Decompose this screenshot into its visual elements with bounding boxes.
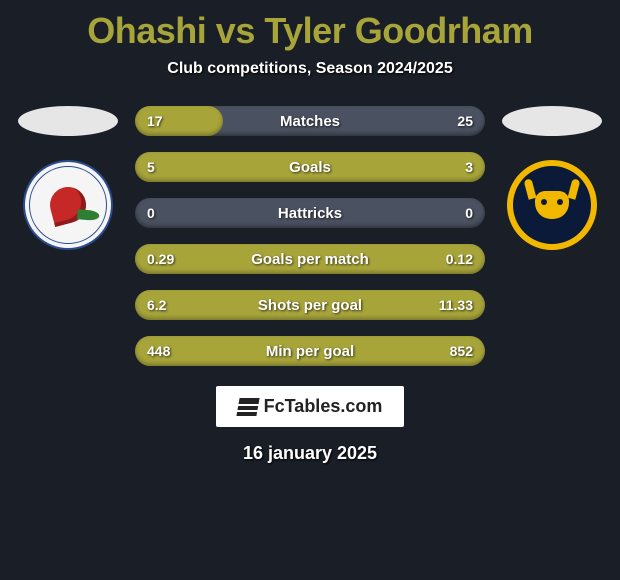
stat-label: Goals per match — [251, 251, 369, 268]
stat-right-value: 0.12 — [446, 251, 473, 267]
stat-left-value: 0.29 — [147, 251, 174, 267]
stat-row: 6.2 Shots per goal 11.33 — [135, 290, 485, 320]
left-player-column — [13, 106, 123, 250]
leaf-icon — [77, 209, 100, 221]
stat-row: 0 Hattricks 0 — [135, 198, 485, 228]
stat-label: Min per goal — [266, 343, 354, 360]
oxford-crest-icon — [507, 160, 597, 250]
stat-left-value: 0 — [147, 205, 155, 221]
stat-left-value: 5 — [147, 159, 155, 175]
stat-left-value: 17 — [147, 113, 163, 129]
stat-left-value: 448 — [147, 343, 170, 359]
stat-right-value: 852 — [450, 343, 473, 359]
header: Ohashi vs Tyler Goodrham Club competitio… — [0, 0, 620, 78]
fctables-badge: FcTables.com — [216, 386, 405, 427]
stat-right-value: 0 — [465, 205, 473, 221]
ox-icon — [528, 185, 576, 225]
left-player-silhouette — [18, 106, 118, 136]
right-player-column — [497, 106, 607, 250]
footer: FcTables.com 16 january 2025 — [0, 386, 620, 464]
stat-row: 5 Goals 3 — [135, 152, 485, 182]
page-subtitle: Club competitions, Season 2024/2025 — [0, 60, 620, 78]
stat-left-value: 6.2 — [147, 297, 166, 313]
stat-label: Hattricks — [278, 205, 342, 222]
fctables-icon — [236, 398, 259, 416]
stat-label: Shots per goal — [258, 297, 362, 314]
stat-right-value: 3 — [465, 159, 473, 175]
stat-label: Goals — [289, 159, 331, 176]
blackburn-crest-icon — [23, 160, 113, 250]
stats-bars: 17 Matches 25 5 Goals 3 0 Hattricks 0 0.29 Goals p… — [135, 106, 485, 366]
fctables-label: FcTables.com — [264, 396, 383, 417]
stat-row: 17 Matches 25 — [135, 106, 485, 136]
stat-row: 448 Min per goal 852 — [135, 336, 485, 366]
stat-row: 0.29 Goals per match 0.12 — [135, 244, 485, 274]
rose-icon — [46, 183, 90, 227]
date-label: 16 january 2025 — [0, 443, 620, 464]
stat-label: Matches — [280, 113, 340, 130]
stat-right-value: 25 — [457, 113, 473, 129]
right-player-silhouette — [502, 106, 602, 136]
stat-right-value: 11.33 — [439, 297, 473, 313]
comparison-main: 17 Matches 25 5 Goals 3 0 Hattricks 0 0.29 Goals p… — [0, 106, 620, 366]
page-title: Ohashi vs Tyler Goodrham — [0, 10, 620, 52]
